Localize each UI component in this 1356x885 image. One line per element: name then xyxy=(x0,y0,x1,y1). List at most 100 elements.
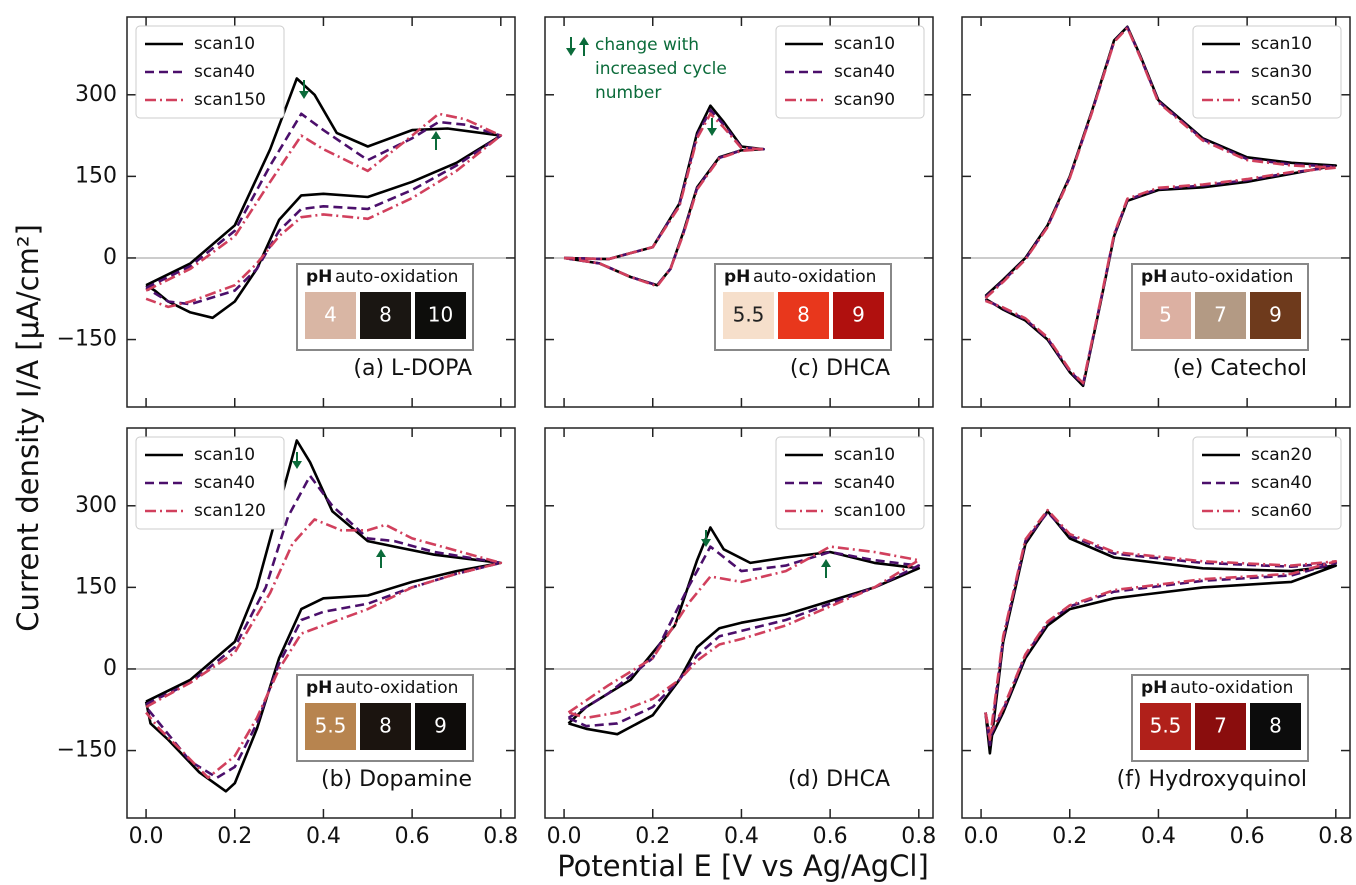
inset-title: auto-oxidation xyxy=(1170,267,1293,287)
ph-swatch xyxy=(1195,292,1246,339)
ph-swatch-label: 5.5 xyxy=(315,714,347,738)
panel: 0.0 0.2 0.4 0.6 0.8 scan10 scan40 scan100 (d) DH… xyxy=(544,427,936,849)
panel: scan10 scan40 scan90 (c) DHCA pH auto-oxidati… xyxy=(544,16,934,408)
legend-label: scan60 xyxy=(1251,501,1312,521)
ph-swatch-label: 9 xyxy=(852,303,865,327)
legend-box xyxy=(135,25,285,119)
x-tick-label: 0.6 xyxy=(813,824,848,849)
x-tick-label: 0.4 xyxy=(306,824,341,849)
legend-box xyxy=(775,436,925,530)
ph-swatch-label: 7 xyxy=(1214,303,1227,327)
x-tick-label: 0.2 xyxy=(1052,824,1087,849)
legend-label: scan20 xyxy=(1251,445,1312,465)
legend-label: scan100 xyxy=(834,501,906,521)
x-tick-label: 0.8 xyxy=(1318,824,1353,849)
ph-swatch-label: 5.5 xyxy=(733,303,765,327)
cv-curve xyxy=(984,26,1338,385)
ph-swatch xyxy=(305,703,356,750)
ph-swatch-label: 8 xyxy=(379,303,392,327)
cv-curve xyxy=(145,518,503,779)
frame xyxy=(126,427,516,819)
panel-title: (f) Hydroxyquinol xyxy=(1117,767,1307,792)
arrow-head xyxy=(579,37,589,45)
legend-label: scan150 xyxy=(194,90,266,110)
legend-label: scan10 xyxy=(834,445,895,465)
legend-box xyxy=(775,25,925,119)
ph-swatch xyxy=(360,703,411,750)
cv-curve xyxy=(145,474,503,779)
ph-swatch xyxy=(778,292,829,339)
x-tick-label: 0.2 xyxy=(217,824,252,849)
legend-label: scan90 xyxy=(834,90,895,110)
annotation: number xyxy=(595,83,661,103)
frame xyxy=(961,16,1351,408)
ph-swatch-label: 4 xyxy=(324,303,337,327)
ph-swatch-label: 5 xyxy=(1159,303,1172,327)
x-tick-label: 0.6 xyxy=(1230,824,1265,849)
ph-swatch-label: 8 xyxy=(797,303,810,327)
legend-label: scan40 xyxy=(834,473,895,493)
legend-label: scan40 xyxy=(194,62,255,82)
arrow-head xyxy=(566,48,576,56)
panel: scan10 scan30 scan50 (e) Catechol pH auto-oxi… xyxy=(961,16,1351,408)
legend-label: scan40 xyxy=(1251,473,1312,493)
panel: −150 0 150 300 0.0 0.2 0.4 0.6 0.8 scan10 scan40 sc… xyxy=(57,427,518,849)
ph-swatch xyxy=(1250,292,1301,339)
inset-label: pH xyxy=(724,267,750,287)
x-tick-label: 0.8 xyxy=(483,824,518,849)
x-axis-label: Potential E [V vs Ag/AgCl] xyxy=(557,849,929,883)
cv-curve xyxy=(145,77,503,320)
arrow-head xyxy=(292,461,302,469)
cv-curve xyxy=(984,508,1338,741)
ph-swatch xyxy=(1195,703,1246,750)
ph-swatch-label: 9 xyxy=(1269,303,1282,327)
ph-swatch-label: 9 xyxy=(434,714,447,738)
ph-swatch xyxy=(1140,292,1191,339)
x-tick-label: 0.4 xyxy=(1141,824,1176,849)
inset-title: auto-oxidation xyxy=(753,267,876,287)
ph-swatch xyxy=(1140,703,1191,750)
x-tick-label: 0.0 xyxy=(547,824,582,849)
legend-box xyxy=(1192,25,1342,119)
cv-curve xyxy=(145,112,503,306)
panel: −150 0 150 300 scan10 scan40 scan150 (a) L-DOPA… xyxy=(57,16,516,408)
y-tick-label: 300 xyxy=(75,82,117,107)
x-tick-label: 0.2 xyxy=(635,824,670,849)
legend-label: scan40 xyxy=(194,473,255,493)
x-tick-label: 0.6 xyxy=(395,824,430,849)
y-tick-label: 0 xyxy=(103,656,117,681)
legend-label: scan10 xyxy=(1251,34,1312,54)
legend-box xyxy=(1192,436,1342,530)
legend-box xyxy=(135,436,285,530)
legend-label: scan50 xyxy=(1251,90,1312,110)
y-axis-label: Current density I/A [μA/cm²] xyxy=(11,224,45,632)
x-tick-label: 0.4 xyxy=(724,824,759,849)
frame xyxy=(544,427,934,819)
ph-swatch xyxy=(305,292,356,339)
x-tick-label: 0.0 xyxy=(964,824,999,849)
cv-curve xyxy=(567,545,921,728)
panel-title: (d) DHCA xyxy=(788,767,890,792)
y-tick-label: 150 xyxy=(75,574,117,599)
ph-swatch-label: 8 xyxy=(379,714,392,738)
inset-label: pH xyxy=(306,678,332,698)
annotation: increased cycle xyxy=(595,59,727,79)
arrow-head xyxy=(376,549,386,557)
y-tick-label: 0 xyxy=(103,245,117,270)
legend-label: scan120 xyxy=(194,501,266,521)
panel-title: (a) L-DOPA xyxy=(353,356,472,381)
y-tick-label: −150 xyxy=(57,327,117,352)
ph-swatch xyxy=(833,292,884,339)
arrow-head xyxy=(707,128,717,136)
x-tick-label: 0.8 xyxy=(901,824,936,849)
frame xyxy=(126,16,516,408)
inset-label: pH xyxy=(1141,267,1167,287)
ph-swatch xyxy=(360,292,411,339)
y-tick-label: −150 xyxy=(57,738,117,763)
ph-swatch xyxy=(723,292,774,339)
inset-title: auto-oxidation xyxy=(335,678,458,698)
arrow-head xyxy=(821,559,831,567)
arrow-head xyxy=(299,91,309,99)
x-tick-label: 0.0 xyxy=(129,824,164,849)
